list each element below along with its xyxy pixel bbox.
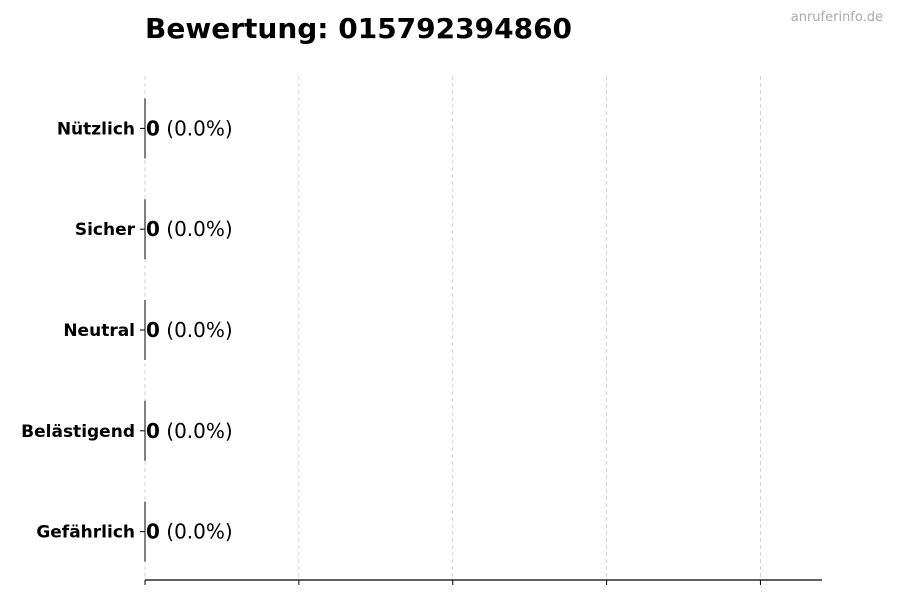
y-tick-label: Nützlich [57, 119, 135, 139]
y-tick-label: Sicher [75, 220, 136, 240]
data-label-count: 0 [146, 217, 160, 241]
data-label-percent: (0.0%) [160, 116, 233, 140]
y-tick-label: Neutral [63, 321, 135, 341]
chart-title: Bewertung: 015792394860 [145, 12, 573, 45]
y-tick-label: Gefährlich [36, 523, 135, 543]
data-label-percent: (0.0%) [160, 318, 233, 342]
data-label-count: 0 [146, 520, 160, 544]
data-label: 0 (0.0%) [146, 318, 233, 342]
data-label-count: 0 [146, 318, 160, 342]
data-label: 0 (0.0%) [146, 116, 233, 140]
data-label: 0 (0.0%) [146, 217, 233, 241]
y-tick-label: Belästigend [21, 422, 135, 442]
data-label-percent: (0.0%) [160, 520, 233, 544]
data-label-count: 0 [146, 419, 160, 443]
watermark: anruferinfo.de [790, 10, 883, 25]
data-label-percent: (0.0%) [160, 419, 233, 443]
data-label: 0 (0.0%) [146, 520, 233, 544]
data-label-count: 0 [146, 116, 160, 140]
data-label: 0 (0.0%) [146, 419, 233, 443]
data-label-percent: (0.0%) [160, 217, 233, 241]
